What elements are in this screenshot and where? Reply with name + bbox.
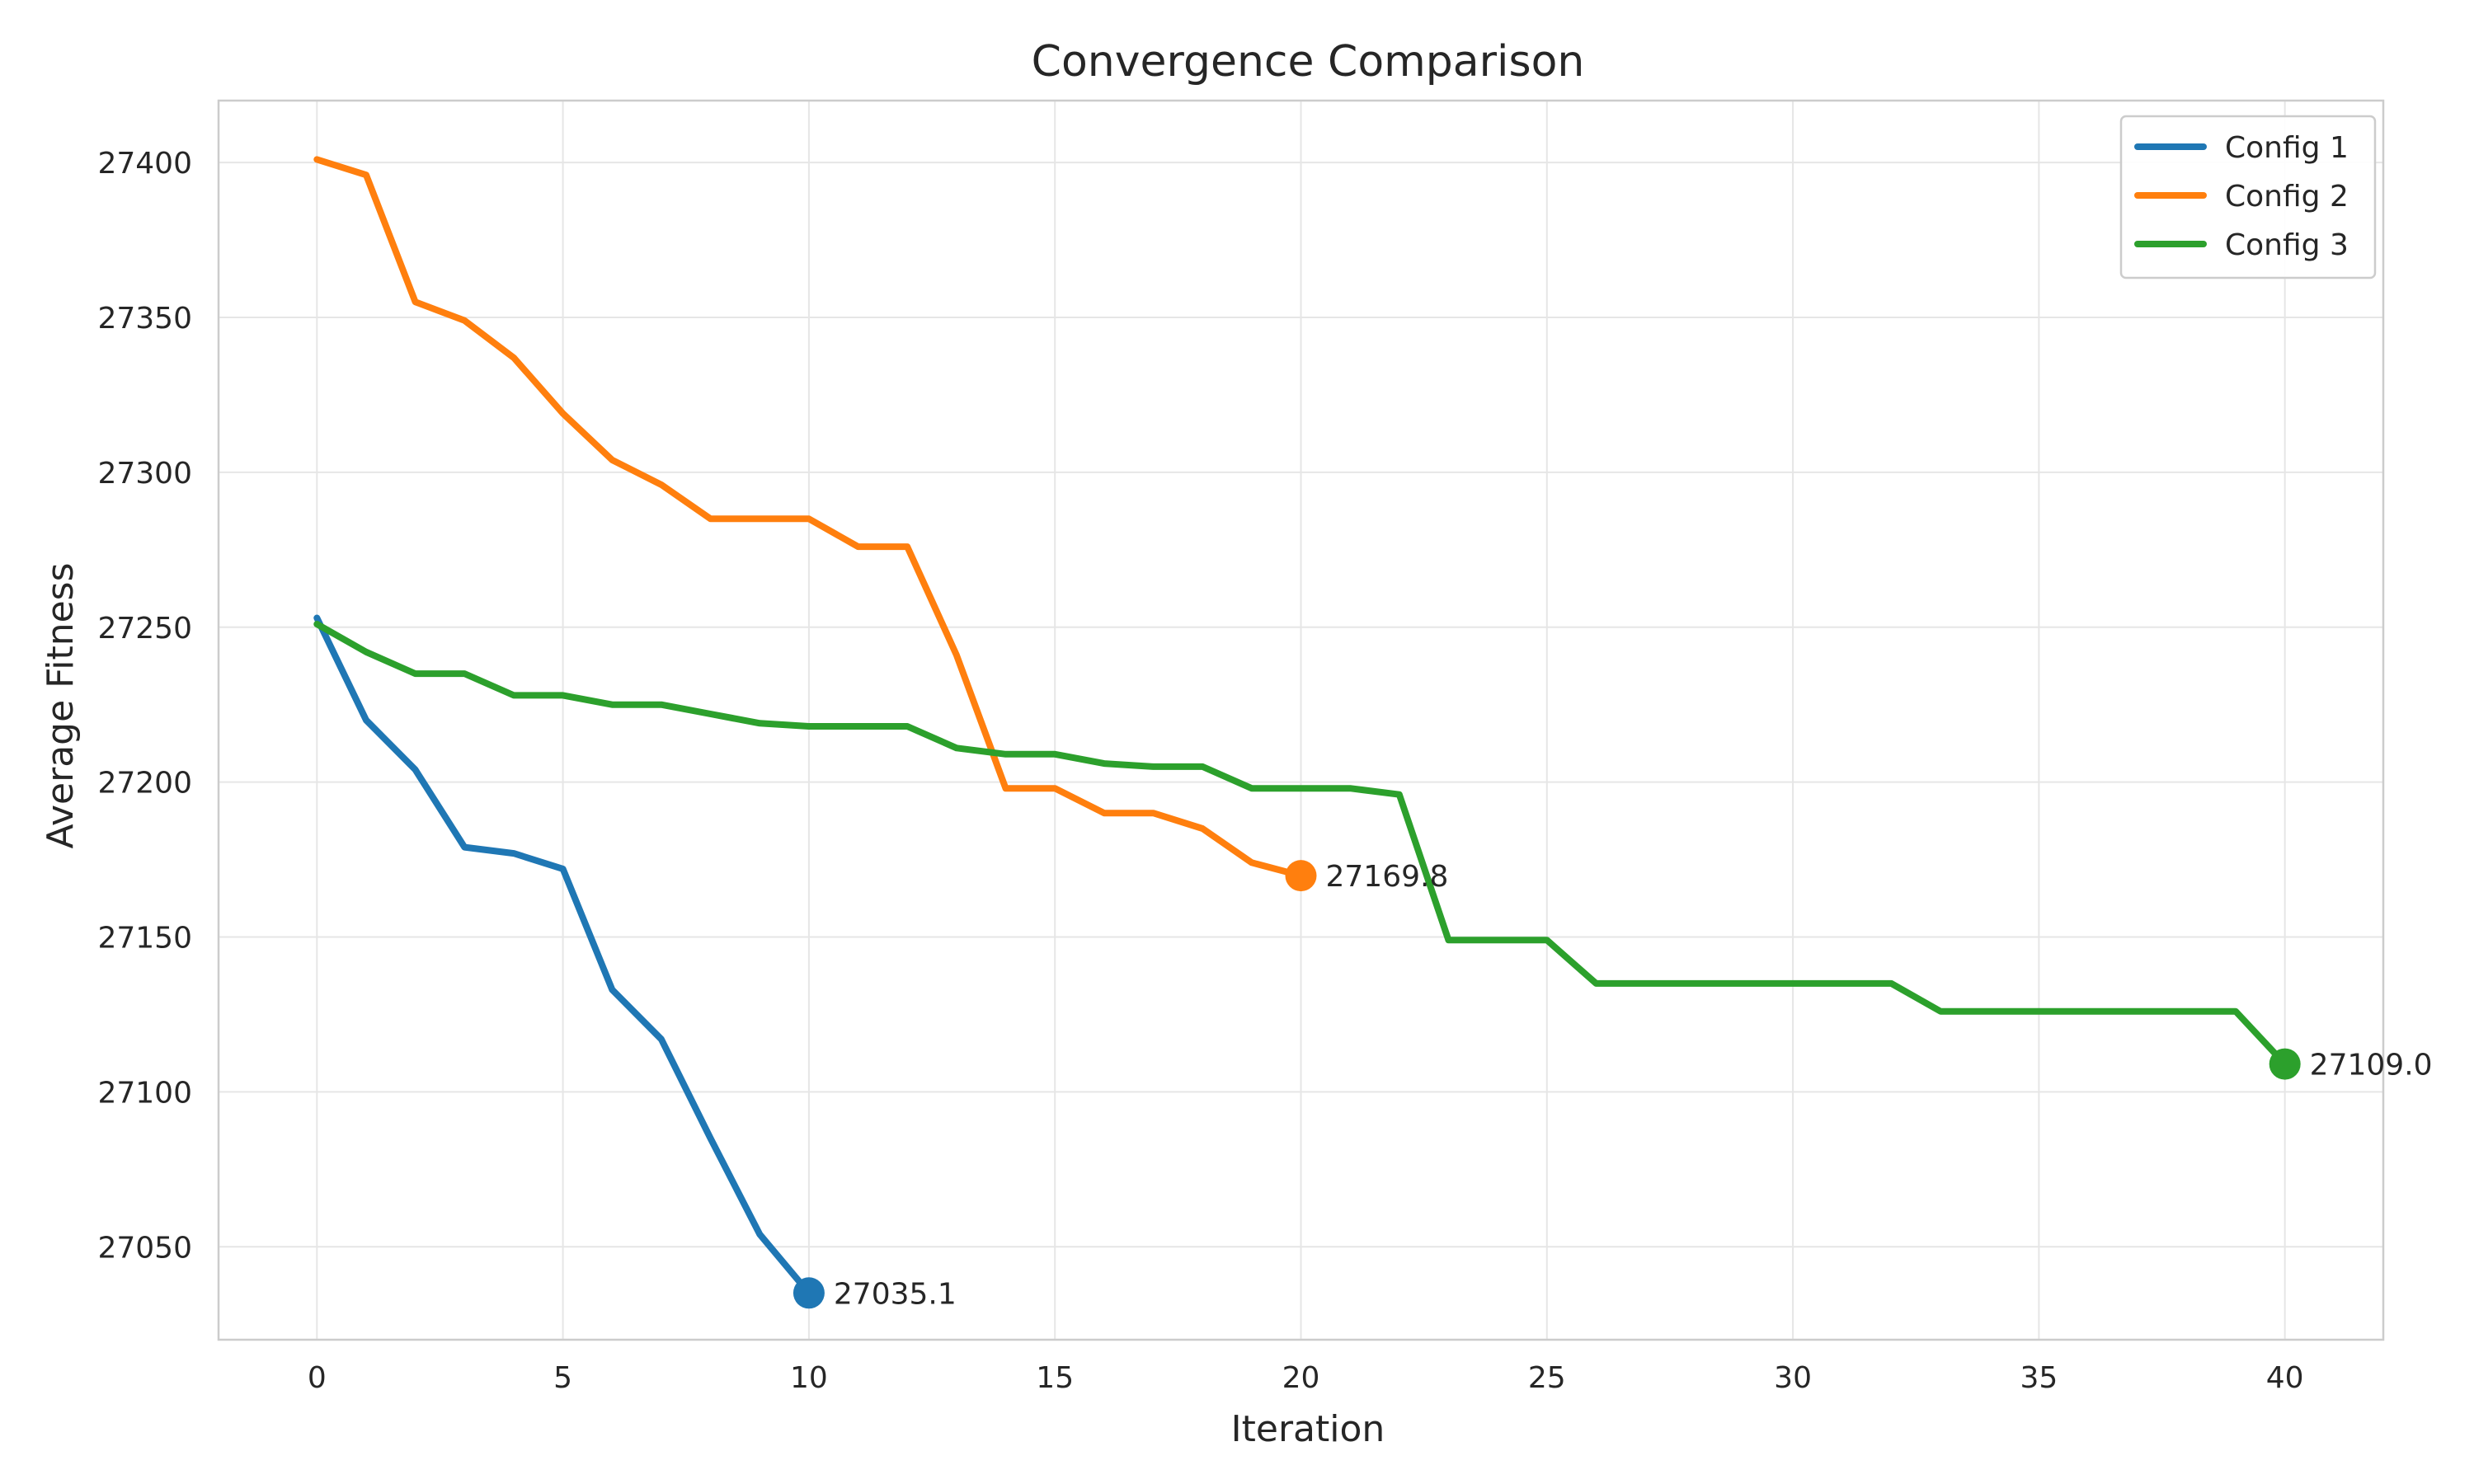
chart-title: Convergence Comparison: [1032, 37, 1585, 87]
x-tick-label: 5: [553, 1361, 572, 1395]
y-tick-label: 27100: [97, 1076, 192, 1110]
x-axis-ticks: 0 5 10 15 20 25 30 35 40: [308, 1361, 2304, 1395]
legend-label: Config 2: [2225, 180, 2349, 214]
y-tick-label: 27050: [97, 1231, 192, 1265]
end-markers: 27035.1 27169.8 27109.0: [793, 860, 2433, 1311]
end-value-label: 27169.8: [1326, 860, 1449, 894]
y-tick-label: 27150: [97, 922, 192, 956]
legend-label: Config 1: [2225, 131, 2349, 165]
x-tick-label: 40: [2266, 1361, 2304, 1395]
x-tick-label: 20: [1282, 1361, 1320, 1395]
y-tick-label: 27400: [97, 147, 192, 181]
x-tick-label: 0: [308, 1361, 327, 1395]
series-line-config-3: [313, 621, 2288, 1068]
x-tick-label: 10: [790, 1361, 828, 1395]
x-axis-label: Iteration: [1231, 1408, 1385, 1450]
end-value-label: 27109.0: [2310, 1049, 2433, 1082]
y-tick-label: 27300: [97, 457, 192, 491]
legend: Config 1 Config 2 Config 3: [2119, 115, 2377, 279]
y-tick-label: 27200: [97, 767, 192, 801]
x-tick-label: 35: [2020, 1361, 2058, 1395]
x-tick-label: 30: [1774, 1361, 1812, 1395]
legend-label: Config 3: [2225, 228, 2349, 262]
series-lines: [313, 156, 2288, 1297]
legend-box: [2119, 115, 2377, 279]
series-line-config-1: [313, 614, 812, 1297]
y-axis-label: Average Fitness: [40, 562, 82, 848]
y-axis-ticks: 27050 27100 27150 27200 27250 27300 27350 27400: [97, 147, 192, 1265]
y-tick-label: 27350: [97, 302, 192, 336]
plot-frame: [217, 99, 2385, 1341]
end-point-marker: [793, 1277, 825, 1309]
x-tick-label: 15: [1036, 1361, 1074, 1395]
y-tick-label: 27250: [97, 612, 192, 646]
series-line-config-2: [313, 156, 1305, 880]
end-point-marker: [2269, 1048, 2301, 1080]
x-tick-label: 25: [1528, 1361, 1566, 1395]
grid-lines: [219, 101, 2383, 1340]
end-value-label: 27035.1: [834, 1277, 957, 1311]
end-point-marker: [1285, 860, 1317, 892]
